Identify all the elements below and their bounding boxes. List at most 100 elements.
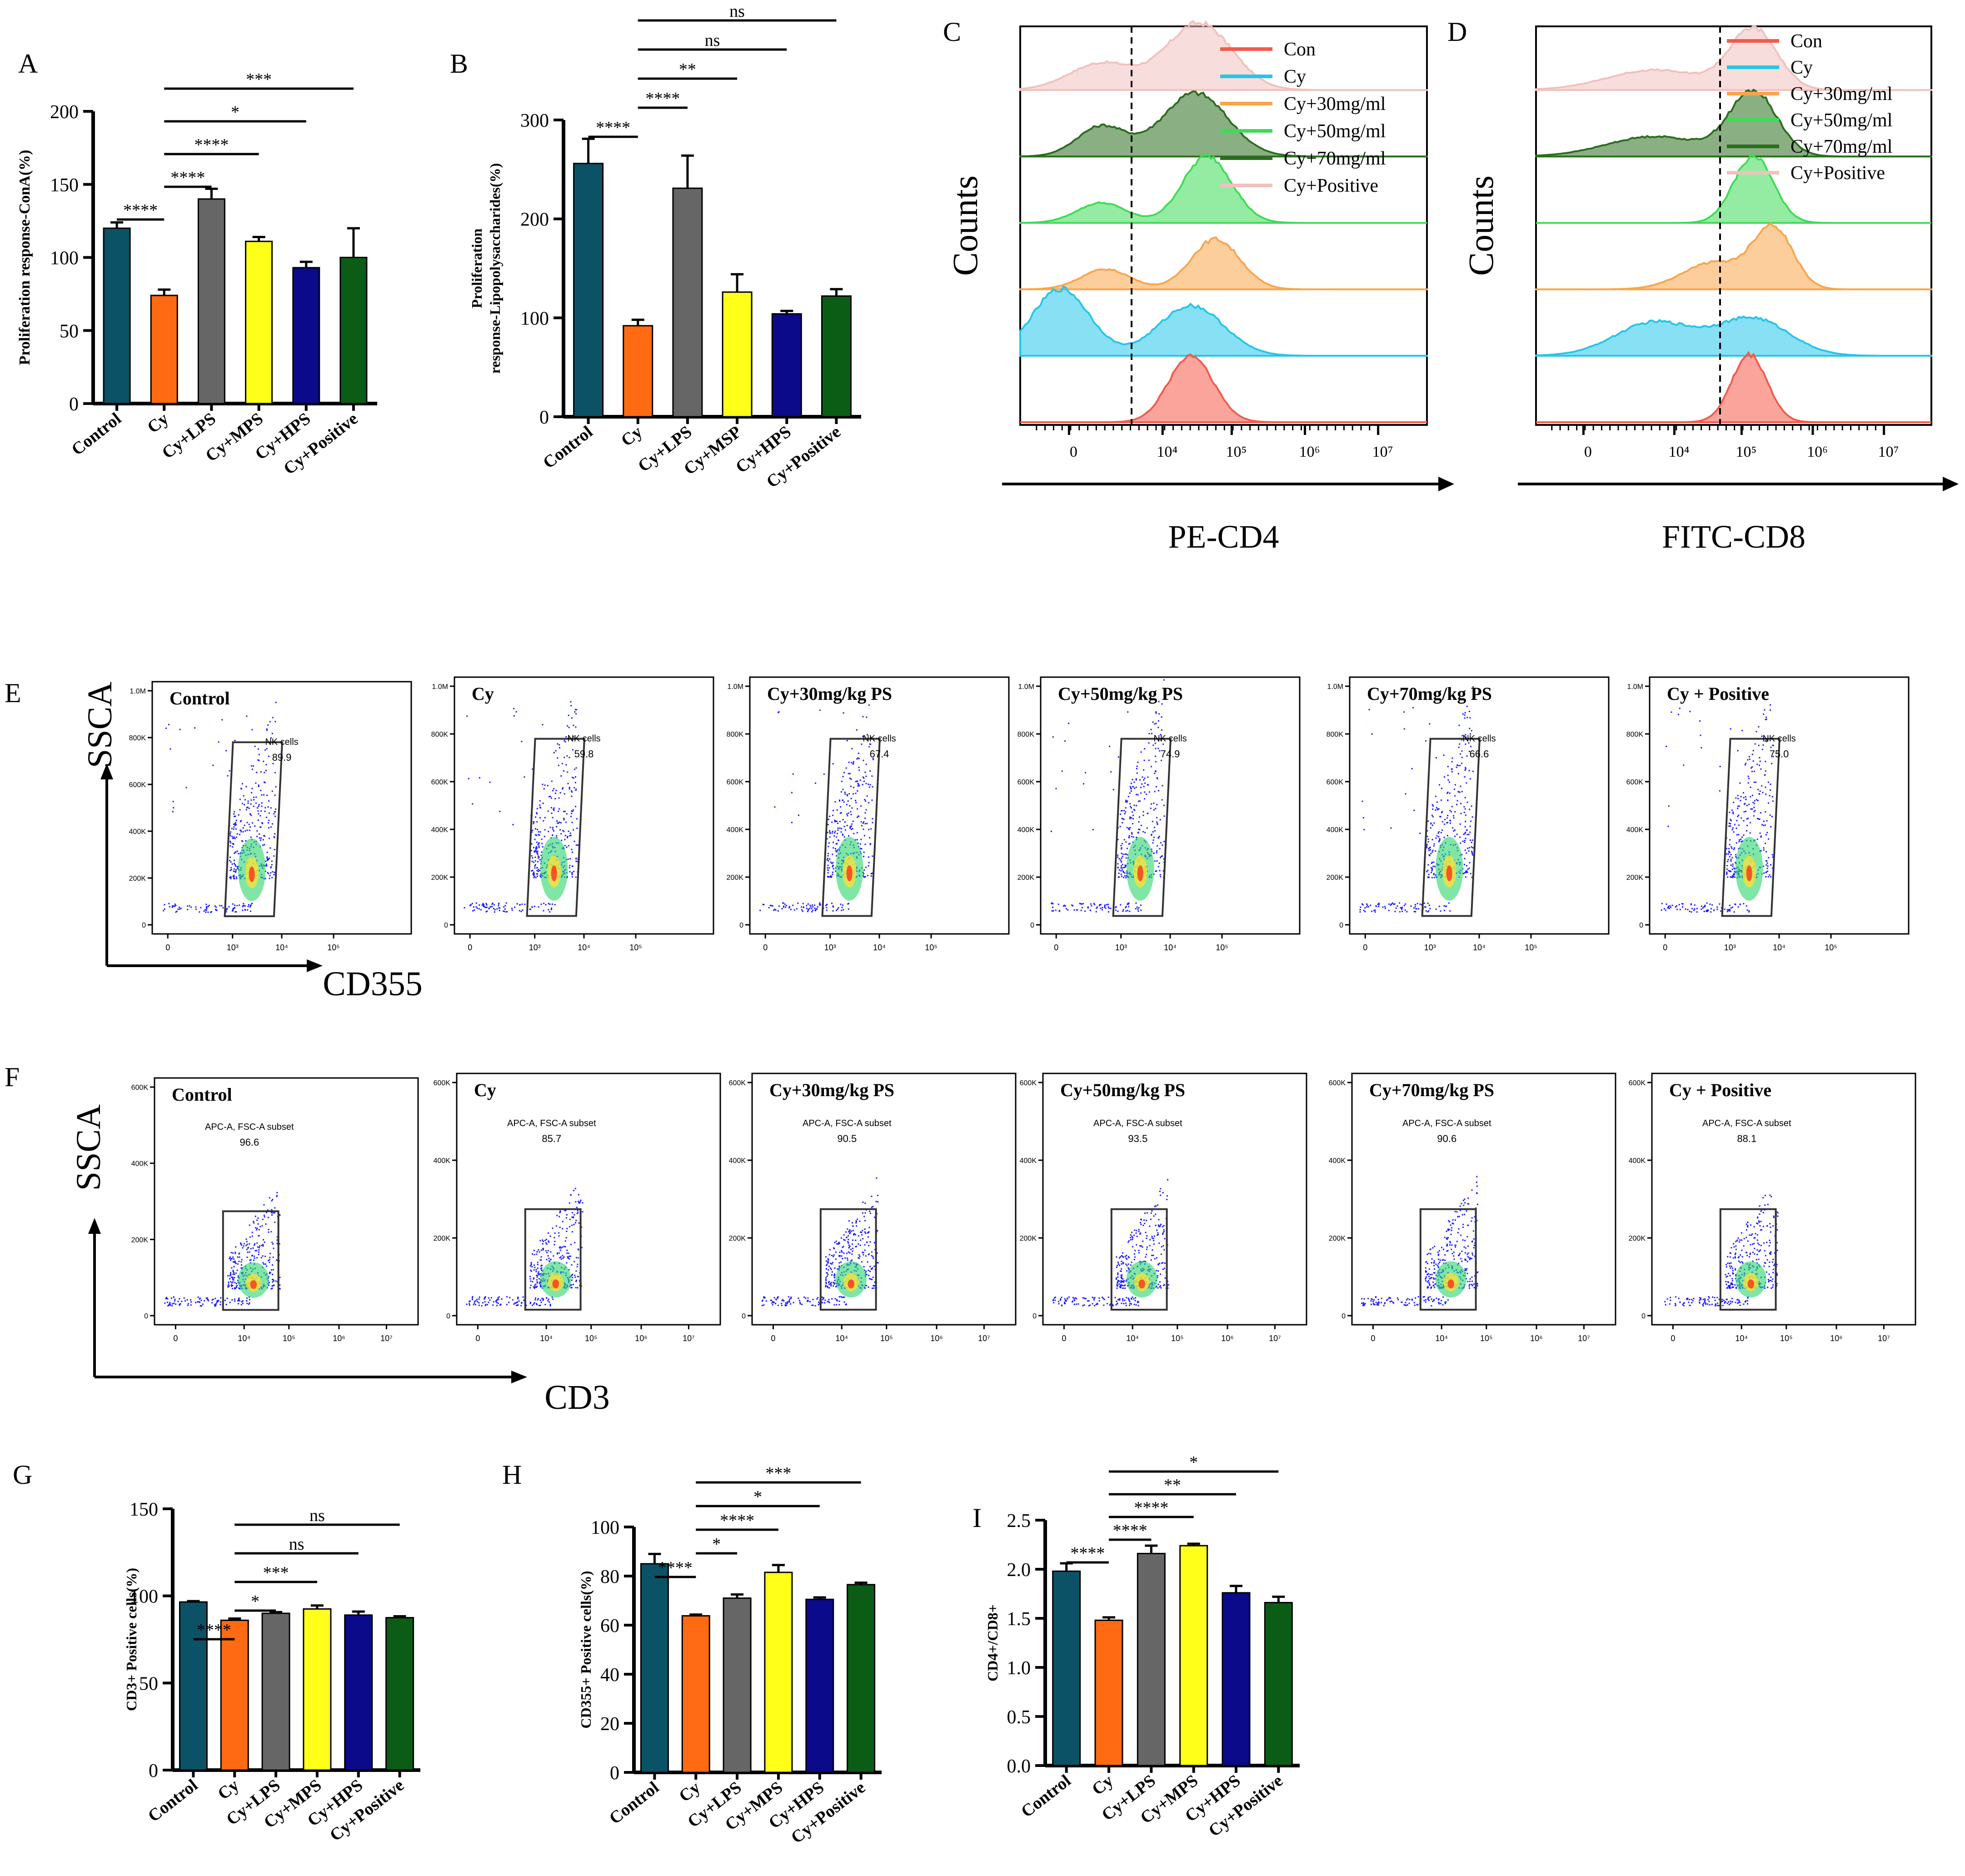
x-tick-label: 0 bbox=[165, 943, 170, 952]
x-tick-label: 10⁶ bbox=[930, 1334, 943, 1343]
x-tick-label: Cy bbox=[144, 409, 172, 437]
y-tick-label: 1.5 bbox=[1007, 1609, 1031, 1630]
bar-cy-msp bbox=[722, 291, 753, 418]
x-tick-label: 10⁵ bbox=[1171, 1334, 1183, 1343]
histogram-curve bbox=[1019, 20, 1428, 91]
y-tick-label: 400K bbox=[1327, 826, 1344, 834]
y-tick-label: 200K bbox=[1329, 1235, 1346, 1242]
legend-entry: Cy+70mg/ml bbox=[1284, 148, 1386, 169]
x-tick-label: Control bbox=[606, 1778, 663, 1828]
bar-chart-g: G 0 50 100 150 CD3+ Positive cells(%) Control C… bbox=[13, 1460, 420, 1845]
y-tick-label: 100 bbox=[130, 1587, 158, 1607]
plot-title: Cy+70mg/kg PS bbox=[1367, 684, 1492, 704]
plot-title: Cy + Positive bbox=[1669, 1080, 1771, 1100]
gate-percentage: 67.4 bbox=[870, 748, 889, 759]
x-tick-label: 10⁴ bbox=[238, 1334, 250, 1343]
gate-polygon bbox=[224, 741, 283, 918]
y-tick-label: 600K bbox=[727, 778, 744, 786]
bar-cy-positive bbox=[1264, 1602, 1293, 1766]
y-tick-label: 0 bbox=[149, 1761, 158, 1781]
y-tick-label: 400K bbox=[1329, 1157, 1346, 1165]
density-peak bbox=[551, 865, 557, 882]
gate-polygon bbox=[1719, 1208, 1777, 1311]
bar-chart-b: B 0 100 200 300 Proliferation response-Lipopol… bbox=[450, 2, 861, 492]
y-tick-label: 400K bbox=[1017, 826, 1035, 834]
y-tick-label: 0 bbox=[739, 922, 743, 929]
gate-polygon bbox=[1421, 738, 1481, 917]
bar-cy-lps bbox=[672, 187, 703, 418]
dot-plot: Cy+30mg/kg PS APC-A, FSC-A subset 90.5 0 200… bbox=[729, 1073, 1017, 1343]
y-tick-label: 0 bbox=[1342, 1312, 1346, 1320]
x-tick-label: 0 bbox=[475, 1334, 480, 1343]
histogram-curve bbox=[1019, 285, 1428, 357]
x-tick-label: Cy bbox=[1088, 1771, 1117, 1799]
x-tick-label: Cy bbox=[214, 1776, 242, 1804]
x-tick-label: 10⁴ bbox=[1435, 1334, 1448, 1343]
y-tick-label: 2.5 bbox=[1007, 1511, 1031, 1532]
x-tick-label: 10³ bbox=[824, 943, 836, 952]
y-tick-label: 200 bbox=[520, 210, 549, 230]
panel-label: E bbox=[5, 678, 21, 708]
arrow-head bbox=[88, 1218, 101, 1234]
histogram-d: D 0 10⁴ 10⁵ 10⁶ 10⁷ FITC-CD8 Counts Con Cy Cy+30mg… bbox=[1447, 17, 1959, 555]
density-peak bbox=[848, 1279, 855, 1289]
significance-label: ns bbox=[729, 2, 745, 21]
y-tick-label: 200K bbox=[1020, 1235, 1037, 1242]
arrow-head bbox=[1943, 477, 1959, 491]
significance-label: **** bbox=[170, 168, 205, 187]
bar-cy-positive bbox=[385, 1617, 414, 1771]
x-tick-label: Control bbox=[68, 409, 125, 459]
significance-label: ns bbox=[289, 1535, 304, 1554]
x-tick-label: 10³ bbox=[1424, 943, 1436, 952]
y-tick-label: 600K bbox=[434, 1079, 451, 1087]
x-tick-label: 10⁵ bbox=[629, 943, 642, 952]
histogram-curve bbox=[1536, 153, 1931, 224]
histogram-curve bbox=[1535, 222, 1932, 290]
y-tick-label: 600K bbox=[1629, 1079, 1646, 1087]
y-tick-label: 800K bbox=[129, 734, 146, 742]
x-tick-label: 0 bbox=[1663, 943, 1667, 952]
y-tick-label: 200K bbox=[1327, 874, 1344, 882]
scatter-events bbox=[466, 1187, 584, 1307]
legend-entry: Cy+70mg/ml bbox=[1790, 136, 1892, 157]
y-tick-label: 800K bbox=[1626, 731, 1644, 738]
x-axis-title: FITC-CD8 bbox=[1662, 519, 1805, 555]
plot-frame bbox=[1351, 1073, 1616, 1326]
significance-label: **** bbox=[1113, 1521, 1147, 1540]
y-tick-label: 0 bbox=[144, 1312, 148, 1320]
y-tick-label: 800K bbox=[431, 731, 449, 738]
x-tick-label: Cy bbox=[675, 1778, 703, 1806]
x-tick-label: 10⁶ bbox=[635, 1334, 647, 1343]
gate-polygon bbox=[1419, 1208, 1477, 1311]
x-tick-label: 10⁷ bbox=[380, 1334, 393, 1343]
x-axis-title: CD355 bbox=[323, 965, 423, 1003]
y-tick-label: 200K bbox=[1017, 874, 1035, 882]
x-tick-label: 10⁶ bbox=[1830, 1334, 1842, 1343]
x-tick-label: 10⁵ bbox=[1525, 943, 1537, 952]
significance-label: ** bbox=[679, 60, 696, 79]
gate-polygon bbox=[222, 1210, 279, 1311]
density-peak bbox=[1447, 1279, 1455, 1289]
gate-name: APC-A, FSC-A subset bbox=[1402, 1118, 1491, 1128]
density-peak bbox=[250, 1280, 257, 1289]
x-tick-label: 10⁵ bbox=[1780, 1334, 1792, 1343]
x-tick-label: 0 bbox=[1584, 444, 1592, 460]
x-tick-label: 0 bbox=[1054, 943, 1058, 952]
plot-frame bbox=[1649, 676, 1910, 935]
y-tick-label: 400K bbox=[1020, 1157, 1037, 1165]
y-tick-label: 0 bbox=[1032, 1312, 1037, 1320]
y-axis-title: CD355+ Positive cells(%) bbox=[578, 1571, 594, 1728]
x-tick-label: 10⁷ bbox=[1578, 1334, 1590, 1343]
plot-title: Cy+70mg/kg PS bbox=[1369, 1080, 1494, 1100]
y-tick-label: 800K bbox=[1017, 731, 1035, 738]
histogram-curve bbox=[1019, 153, 1427, 224]
significance-label: **** bbox=[1070, 1544, 1105, 1563]
dot-plot: Cy+50mg/kg PS NK cells 74.9 0 200K 400K 600K 80… bbox=[1017, 676, 1301, 952]
histogram-c: C 0 10⁴ 10⁵ 10⁶ 10⁷ PE-CD4 Counts Con Cy Cy+30mg/m… bbox=[943, 17, 1454, 555]
panel-label: C bbox=[943, 17, 961, 47]
x-tick-label: 10⁴ bbox=[835, 1334, 848, 1343]
dot-plot: Cy+30mg/kg PS NK cells 67.4 0 200K 400K 600K 80… bbox=[727, 676, 1010, 952]
y-tick-label: 80 bbox=[600, 1567, 619, 1587]
y-tick-label: 400K bbox=[131, 1160, 149, 1168]
significance-label: *** bbox=[765, 1464, 791, 1483]
